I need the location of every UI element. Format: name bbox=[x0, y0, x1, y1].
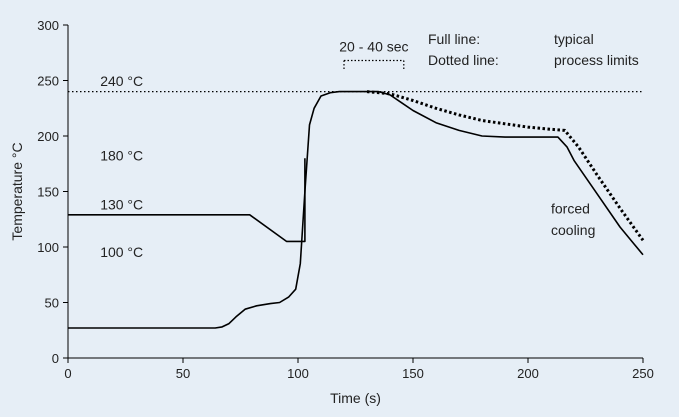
y-tick-label-250: 250 bbox=[37, 74, 59, 89]
series-process-limits-2 bbox=[366, 90, 645, 242]
label-180c: 180 °C bbox=[100, 147, 143, 163]
chart-area: 0 50 100 150 200 250 0 50 100 150 200 250 300 Time … bbox=[9, 18, 654, 406]
curves bbox=[68, 90, 645, 329]
x-tick-label-0: 0 bbox=[64, 366, 71, 381]
x-axis-title: Time (s) bbox=[330, 390, 381, 406]
legend-value-typical: typical bbox=[554, 31, 594, 47]
legend: Full line: typical Dotted line: process … bbox=[428, 31, 639, 68]
legend-value-process-limits: process limits bbox=[554, 52, 639, 68]
label-cooling: cooling bbox=[551, 222, 595, 238]
y-axis-ticks: 0 50 100 150 200 250 300 bbox=[37, 18, 68, 366]
series-typical-1 bbox=[68, 158, 306, 243]
x-tick-label-250: 250 bbox=[632, 366, 654, 381]
y-tick-label-150: 150 bbox=[37, 185, 59, 200]
label-100c: 100 °C bbox=[100, 244, 143, 260]
legend-key-dotted-line: Dotted line: bbox=[428, 52, 499, 68]
label-130c: 130 °C bbox=[100, 196, 143, 212]
y-axis-title: Temperature °C bbox=[9, 142, 25, 240]
x-tick-label-200: 200 bbox=[517, 366, 539, 381]
x-tick-label-150: 150 bbox=[402, 366, 424, 381]
label-240c: 240 °C bbox=[100, 73, 143, 89]
y-tick-label-200: 200 bbox=[37, 129, 59, 144]
series-typical-0 bbox=[68, 90, 644, 329]
y-tick-label-300: 300 bbox=[37, 18, 59, 33]
y-tick-label-0: 0 bbox=[52, 351, 59, 366]
y-tick-label-100: 100 bbox=[37, 240, 59, 255]
window-label: 20 - 40 sec bbox=[339, 39, 408, 55]
x-axis-ticks: 0 50 100 150 200 250 bbox=[64, 358, 654, 381]
x-tick-label-50: 50 bbox=[176, 366, 190, 381]
legend-key-full-line: Full line: bbox=[428, 31, 480, 47]
time-window-bracket bbox=[343, 59, 405, 70]
label-forced: forced bbox=[551, 201, 590, 217]
y-tick-label-50: 50 bbox=[45, 296, 59, 311]
x-tick-label-100: 100 bbox=[287, 366, 309, 381]
